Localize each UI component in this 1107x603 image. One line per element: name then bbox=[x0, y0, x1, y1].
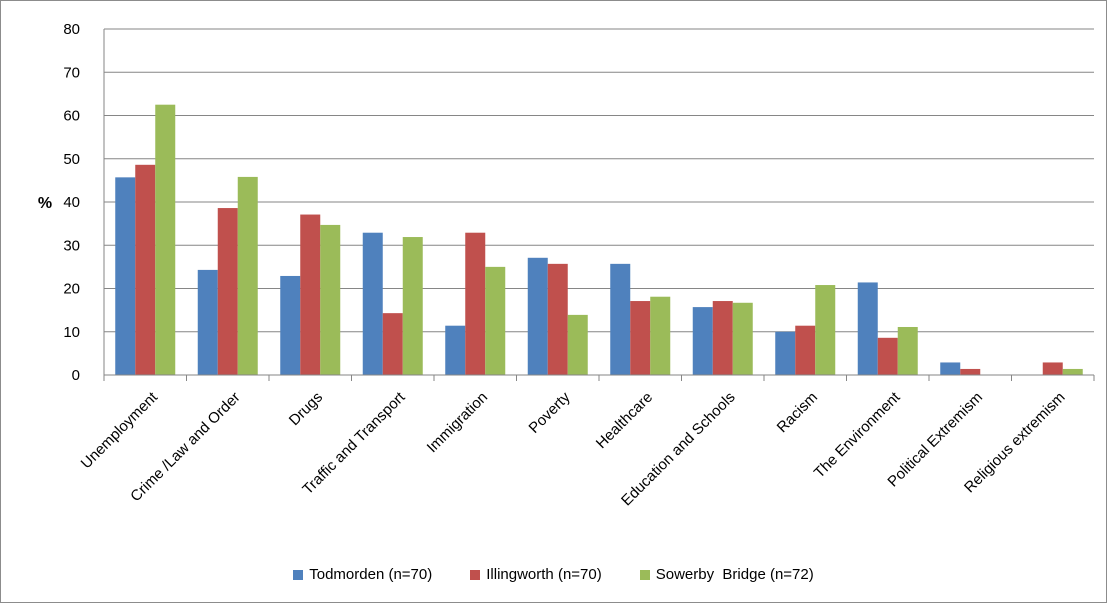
x-category-label: Racism bbox=[774, 389, 821, 436]
legend-item: Sowerby Bridge (n=72) bbox=[639, 566, 814, 583]
bar bbox=[300, 214, 321, 375]
legend-label: Sowerby Bridge (n=72) bbox=[655, 566, 814, 583]
bar bbox=[197, 269, 218, 375]
y-tick-label: 0 bbox=[72, 367, 80, 384]
bars bbox=[115, 104, 1083, 375]
x-category-label: Healthcare bbox=[593, 389, 656, 452]
bar bbox=[567, 314, 588, 375]
grid-lines bbox=[104, 28, 1094, 333]
y-tick-label: 50 bbox=[63, 151, 80, 168]
bar bbox=[940, 362, 961, 375]
y-tick-label: 10 bbox=[63, 324, 80, 341]
bar bbox=[897, 326, 918, 375]
x-category-label: Drugs bbox=[286, 389, 326, 429]
x-category-label: Immigration bbox=[424, 389, 491, 456]
x-category-label: Unemployment bbox=[78, 388, 162, 472]
bar bbox=[610, 263, 631, 375]
bar bbox=[485, 266, 506, 375]
x-category-label: Poverty bbox=[526, 388, 574, 436]
bar bbox=[692, 307, 713, 375]
bar bbox=[155, 104, 176, 375]
bar bbox=[527, 257, 548, 375]
bar bbox=[237, 176, 258, 375]
legend-swatch bbox=[639, 569, 650, 580]
y-axis-label: % bbox=[38, 195, 52, 212]
bar bbox=[115, 177, 136, 375]
bar bbox=[650, 296, 671, 375]
bar bbox=[547, 263, 568, 375]
legend: Todmorden (n=70) Illingworth (n=70) Sowerb… bbox=[0, 566, 1107, 583]
bar bbox=[712, 301, 733, 375]
bar bbox=[382, 313, 403, 375]
bar bbox=[732, 302, 753, 375]
bar bbox=[217, 208, 238, 375]
bar bbox=[1042, 362, 1063, 375]
bar bbox=[630, 301, 651, 375]
legend-swatch bbox=[293, 569, 304, 580]
bar bbox=[320, 224, 341, 375]
y-axis-ticks: 0 10 20 30 40 50 60 70 80 bbox=[63, 21, 80, 384]
bar bbox=[795, 325, 816, 375]
bar bbox=[445, 325, 466, 375]
bar bbox=[362, 232, 383, 375]
bar bbox=[135, 164, 156, 375]
legend-label: Illingworth (n=70) bbox=[486, 566, 602, 583]
y-tick-label: 60 bbox=[63, 108, 80, 125]
y-tick-label: 30 bbox=[63, 237, 80, 254]
bar bbox=[465, 232, 486, 375]
legend-item: Todmorden (n=70) bbox=[293, 566, 432, 583]
y-tick-label: 40 bbox=[63, 194, 80, 211]
bar bbox=[1062, 368, 1083, 375]
x-category-label: The Environment bbox=[811, 388, 904, 481]
bar bbox=[877, 337, 898, 375]
y-tick-label: 20 bbox=[63, 281, 80, 298]
y-tick-label: 80 bbox=[63, 21, 80, 38]
axes bbox=[103, 29, 1095, 381]
bar bbox=[857, 282, 878, 375]
legend-swatch bbox=[470, 569, 481, 580]
y-tick-label: 70 bbox=[63, 64, 80, 81]
bar bbox=[280, 275, 301, 375]
bar bbox=[402, 237, 423, 375]
bar bbox=[815, 285, 836, 375]
legend-label: Todmorden (n=70) bbox=[309, 566, 433, 583]
bar bbox=[775, 331, 796, 375]
legend-item: Illingworth (n=70) bbox=[470, 566, 602, 583]
bar bbox=[960, 368, 981, 375]
